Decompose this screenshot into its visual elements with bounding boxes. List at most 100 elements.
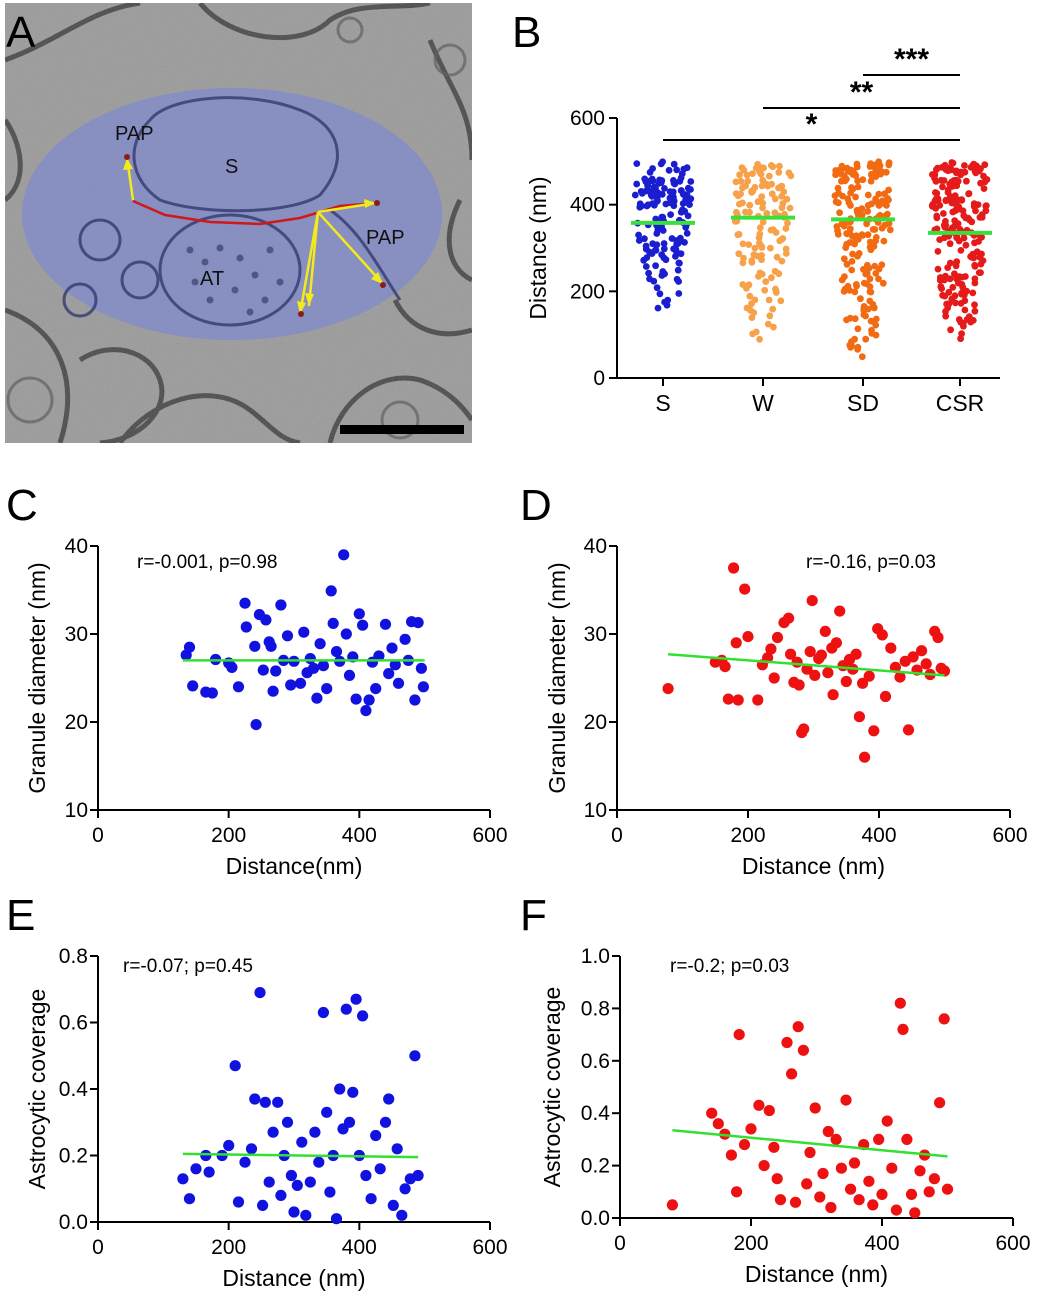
x-tick-label: S: [655, 390, 670, 416]
dot-csr: [960, 322, 967, 330]
panel-letter-e: E: [6, 891, 35, 940]
data-point: [281, 1116, 294, 1128]
dot-sd: [871, 262, 879, 270]
dot-s: [652, 262, 659, 270]
panel-e: 0.0 0.2 0.4 0.6 0.8 0 200 400 600 r=-0.07; p=0.45…: [24, 945, 508, 1291]
data-point: [389, 659, 401, 671]
dot-s: [674, 240, 682, 247]
data-point: [894, 671, 906, 683]
dot-w: [733, 208, 740, 216]
dot-s: [638, 202, 645, 210]
data-point: [732, 694, 744, 706]
dot-csr: [982, 202, 990, 210]
dot-w: [782, 250, 790, 257]
dot-w: [766, 312, 774, 320]
data-point: [817, 1167, 829, 1180]
dot-w: [743, 171, 751, 179]
data-point: [285, 679, 297, 691]
data-point: [827, 689, 839, 701]
data-point: [814, 1191, 826, 1203]
dot-s: [633, 180, 641, 188]
dot-w: [742, 208, 749, 216]
dot-s: [642, 242, 650, 250]
data-point: [353, 608, 365, 620]
scale-bar: [340, 425, 464, 434]
x-tick-label: 200: [733, 1232, 768, 1255]
data-point: [890, 1204, 903, 1216]
dot-s: [681, 239, 688, 246]
dot-csr: [971, 261, 979, 269]
data-point: [873, 1133, 885, 1145]
dot-csr: [947, 326, 954, 334]
data-point: [259, 1096, 271, 1108]
dot-s: [631, 191, 639, 199]
dot-csr: [946, 240, 954, 248]
data-point: [391, 1143, 403, 1155]
data-point: [928, 1173, 941, 1185]
significance-stars: **: [850, 76, 874, 109]
data-point: [396, 1209, 408, 1221]
data-point: [265, 640, 277, 652]
dot-s: [666, 188, 674, 196]
dot-sd: [852, 193, 859, 201]
data-point: [267, 685, 279, 697]
dot-w: [732, 178, 740, 186]
dot-s: [642, 263, 650, 270]
data-point: [728, 562, 740, 574]
dot-w: [732, 190, 740, 198]
y-tick-label: 40: [584, 535, 607, 558]
data-point: [848, 1157, 861, 1169]
dot-s: [661, 185, 668, 192]
data-point: [834, 605, 846, 617]
data-point: [768, 1141, 780, 1153]
dot-sd: [854, 177, 861, 185]
data-point: [909, 1207, 921, 1219]
dot-w: [758, 242, 765, 250]
dot-csr: [957, 335, 964, 343]
dot-csr: [965, 313, 973, 321]
dot-sd: [854, 209, 861, 216]
y-tick-label: 40: [65, 535, 88, 558]
data-point: [317, 660, 329, 672]
dot-csr: [983, 176, 991, 183]
data-point: [758, 1160, 770, 1172]
dot-s: [659, 213, 667, 221]
data-point: [226, 661, 238, 674]
dot-s: [659, 268, 667, 275]
dot-csr: [936, 236, 944, 244]
data-point: [379, 618, 392, 630]
dot-w: [739, 259, 747, 267]
dot-csr: [944, 264, 952, 271]
dot-w: [756, 335, 763, 343]
dot-sd: [854, 183, 862, 191]
dot-sd: [882, 212, 890, 220]
data-point: [830, 637, 843, 649]
dot-sd: [836, 209, 843, 217]
correlation-annotation: r=-0.07; p=0.45: [123, 956, 253, 977]
dot-sd: [866, 243, 874, 251]
dot-w: [762, 278, 770, 285]
data-point: [206, 687, 218, 699]
data-point: [850, 648, 862, 660]
data-point: [275, 1189, 287, 1201]
dot-sd: [855, 250, 863, 257]
dot-sd: [848, 258, 856, 265]
data-point: [902, 724, 915, 736]
y-tick-label: 0: [593, 367, 605, 390]
dot-sd: [853, 160, 861, 168]
data-point: [383, 1093, 395, 1105]
dot-csr: [934, 265, 942, 273]
data-point: [881, 1115, 893, 1127]
label-pap-1: PAP: [115, 123, 154, 145]
data-point: [801, 663, 813, 675]
data-point: [771, 631, 784, 644]
dot-w: [778, 182, 786, 190]
dot-csr: [955, 196, 963, 204]
data-point: [793, 679, 805, 691]
data-point: [254, 987, 266, 999]
dot-csr: [940, 221, 948, 229]
dot-sd: [875, 275, 882, 283]
dot-w: [767, 162, 775, 169]
dot-w: [739, 240, 747, 248]
